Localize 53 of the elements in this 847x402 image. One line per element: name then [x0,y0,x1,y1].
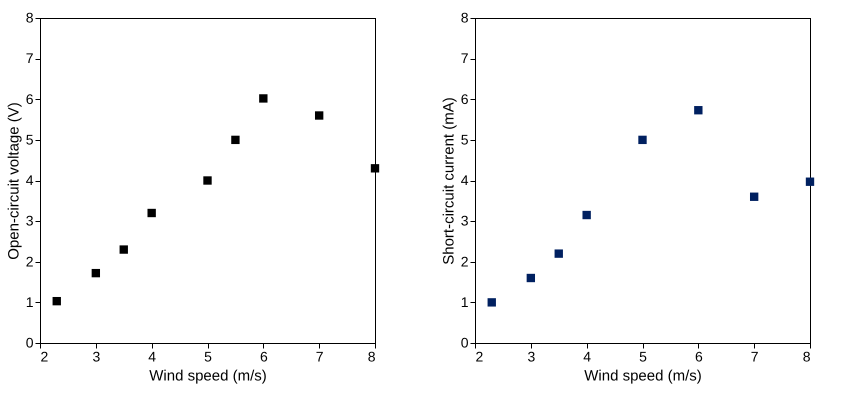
point [231,136,240,144]
x-tick-label: 4 [583,348,592,364]
point [52,296,61,306]
x-tick-label: 7 [316,348,324,364]
y-tick-label: 0 [26,334,34,350]
point [806,178,814,186]
y-tick-label: 1 [460,294,469,310]
y-tick-label: 8 [460,10,469,26]
x-tick-label: 3 [527,348,536,364]
x-tick-label: 3 [92,348,100,364]
point [370,164,380,172]
y-tick-label: 3 [26,212,34,229]
point [582,210,591,220]
y-tick-label: 4 [460,172,469,188]
point [526,274,536,282]
x-tick-label: 2 [40,348,48,364]
point [120,245,128,254]
x-tick-label: 4 [148,348,156,364]
y-tick-label: 7 [26,50,34,66]
y-tick-label: 3 [460,212,469,229]
x-tick-label: 6 [694,348,703,364]
point [203,176,212,185]
point [694,106,703,114]
y-tick-label: 2 [26,253,34,270]
x-tick-label: 8 [802,348,811,364]
y-tick-label: 7 [460,50,469,66]
x-tick-label: 5 [204,348,212,364]
point [638,136,647,144]
y-tick-label: 0 [460,334,469,350]
point [92,268,100,278]
y-tick-label: 2 [460,253,469,270]
y-tick-label: 4 [26,172,34,188]
point [259,94,268,103]
y-tick-label: 8 [26,10,34,26]
y-tick-label: 6 [460,90,469,107]
x-tick-label: 6 [260,348,268,364]
point [488,298,496,307]
point [554,249,563,258]
x-tick-label: 7 [750,348,759,364]
point [314,111,324,120]
x-axis-title: Wind speed (m/s) [584,368,702,384]
x-axis-title: Wind speed (m/s) [149,368,267,384]
y-axis-title: Open-circuit voltage (V) [6,102,23,260]
x-tick-label: 5 [639,348,648,364]
x-tick-label: 8 [368,348,376,364]
point [147,208,156,218]
y-tick-label: 1 [26,294,34,310]
y-tick-label: 6 [26,90,34,107]
point [750,192,758,201]
y-tick-label: 5 [460,131,469,148]
y-tick-label: 5 [26,131,34,148]
x-tick-label: 2 [476,348,484,364]
y-axis-title: Short-circuit current (mA) [440,97,458,265]
